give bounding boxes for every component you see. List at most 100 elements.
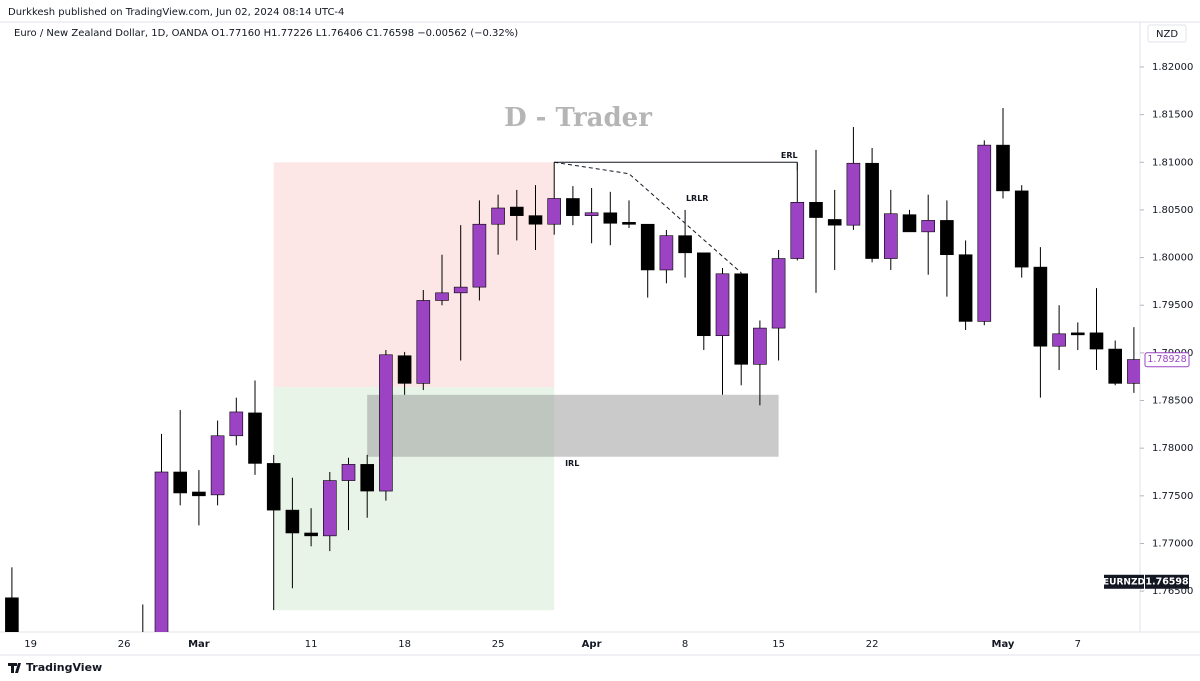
candle-body <box>472 223 487 288</box>
lrlr-label: LRLR <box>686 194 709 203</box>
zone <box>367 394 779 457</box>
tv-logo <box>8 663 21 673</box>
candle-body <box>379 354 393 492</box>
y-tick-label: 1.78000 <box>1152 443 1193 454</box>
plot <box>5 107 1140 632</box>
x-tick-label: 15 <box>772 639 785 650</box>
candle-body <box>1071 332 1085 336</box>
candle-body <box>809 202 823 218</box>
lrlr-path <box>554 161 742 274</box>
symbol-tag-value: 1.76598 <box>1145 576 1189 587</box>
candle-body <box>977 144 992 322</box>
publisher: Durkkesh published on TradingView.com, J… <box>8 7 344 18</box>
candle-body <box>285 509 300 534</box>
y-tick-label: 1.80000 <box>1152 253 1193 264</box>
candle-body <box>827 219 842 226</box>
candle-body <box>846 162 861 226</box>
candle-body <box>622 222 636 225</box>
x-tick-label: 22 <box>866 639 879 650</box>
candle-body <box>304 532 318 537</box>
x-tick-label: May <box>992 639 1015 650</box>
irl-label: IRL <box>565 459 579 468</box>
candle-body <box>210 435 225 496</box>
erl-label: ERL <box>781 151 798 160</box>
x-tick-label: 25 <box>492 639 505 650</box>
x-tick-label: Mar <box>188 639 210 650</box>
y-tick-label: 1.76500 <box>1152 586 1193 597</box>
candle-body <box>883 213 898 259</box>
candle-body <box>940 220 954 256</box>
candle-body <box>640 223 655 271</box>
candle-body <box>1014 190 1029 268</box>
candle-body <box>1033 266 1048 347</box>
candle-body <box>1089 332 1104 350</box>
symbol-tag-name-box <box>1104 574 1144 589</box>
candle-body <box>603 212 618 224</box>
candle-body <box>902 214 917 233</box>
y-tick-label: 1.82000 <box>1152 62 1193 73</box>
candle-body <box>509 206 524 216</box>
x-tick-label: 18 <box>398 639 411 650</box>
candle-body <box>921 220 936 233</box>
y-tick-label: 1.77500 <box>1152 491 1193 502</box>
x-tick-label: 7 <box>1075 639 1081 650</box>
candle-body <box>566 198 580 216</box>
candle-body <box>341 464 356 481</box>
x-tick-label: Apr <box>582 639 602 650</box>
candle-body <box>397 355 412 384</box>
candle-body <box>715 273 730 337</box>
last-price-label: 1.78928 <box>1147 354 1186 365</box>
currency-button[interactable] <box>1147 24 1187 43</box>
y-tick-label: 1.81000 <box>1152 157 1193 168</box>
y-tick-label: 1.79500 <box>1152 300 1193 311</box>
candle-body <box>996 144 1010 192</box>
candle-body <box>659 235 674 271</box>
candle-body <box>229 411 244 437</box>
candle-body <box>1127 359 1140 384</box>
currency[interactable]: NZD <box>1156 29 1178 40</box>
x-tick-label: 11 <box>305 639 318 650</box>
candle-body <box>734 273 749 365</box>
candle-body <box>790 202 805 259</box>
candle-body <box>5 597 19 632</box>
candle-body <box>416 300 431 384</box>
y-tick-label: 1.81500 <box>1152 110 1193 121</box>
last-price-tag <box>1144 352 1190 368</box>
candle-body <box>1052 333 1066 347</box>
symbol-tag-name: EURNZD <box>1103 577 1145 587</box>
candle-body <box>192 491 206 497</box>
x-tick-label: 26 <box>118 639 131 650</box>
candle-body <box>753 327 767 365</box>
symbol-tag-value-box <box>1145 574 1189 589</box>
candle-body <box>322 480 337 537</box>
candle-body <box>958 254 973 322</box>
candle-body <box>435 292 449 301</box>
candle-body <box>154 471 169 632</box>
y-tick-label: 1.77000 <box>1152 538 1193 549</box>
footer: TradingView <box>26 661 102 674</box>
candle-body <box>173 471 187 494</box>
candle-body <box>528 215 543 225</box>
watermark: D - Trader <box>504 103 652 133</box>
candle-body <box>771 258 786 329</box>
y-tick-label: 1.78500 <box>1152 396 1193 407</box>
candle-body <box>547 198 562 225</box>
y-tick-label: 1.80500 <box>1152 205 1193 216</box>
candle-body <box>491 207 505 225</box>
candle-body <box>360 464 375 492</box>
candle-body <box>865 162 879 259</box>
candle-body <box>678 235 692 254</box>
candle-body <box>696 252 711 337</box>
x-tick-label: 19 <box>24 639 37 650</box>
candle-body <box>584 212 599 216</box>
candle-body <box>266 463 281 511</box>
candle-body <box>1108 348 1122 384</box>
candle-body <box>248 412 262 464</box>
zone <box>273 162 555 388</box>
x-tick-label: 8 <box>682 639 688 650</box>
symbol-line: Euro / New Zealand Dollar, 1D, OANDA O1.… <box>14 28 518 39</box>
candle-body <box>453 286 468 294</box>
